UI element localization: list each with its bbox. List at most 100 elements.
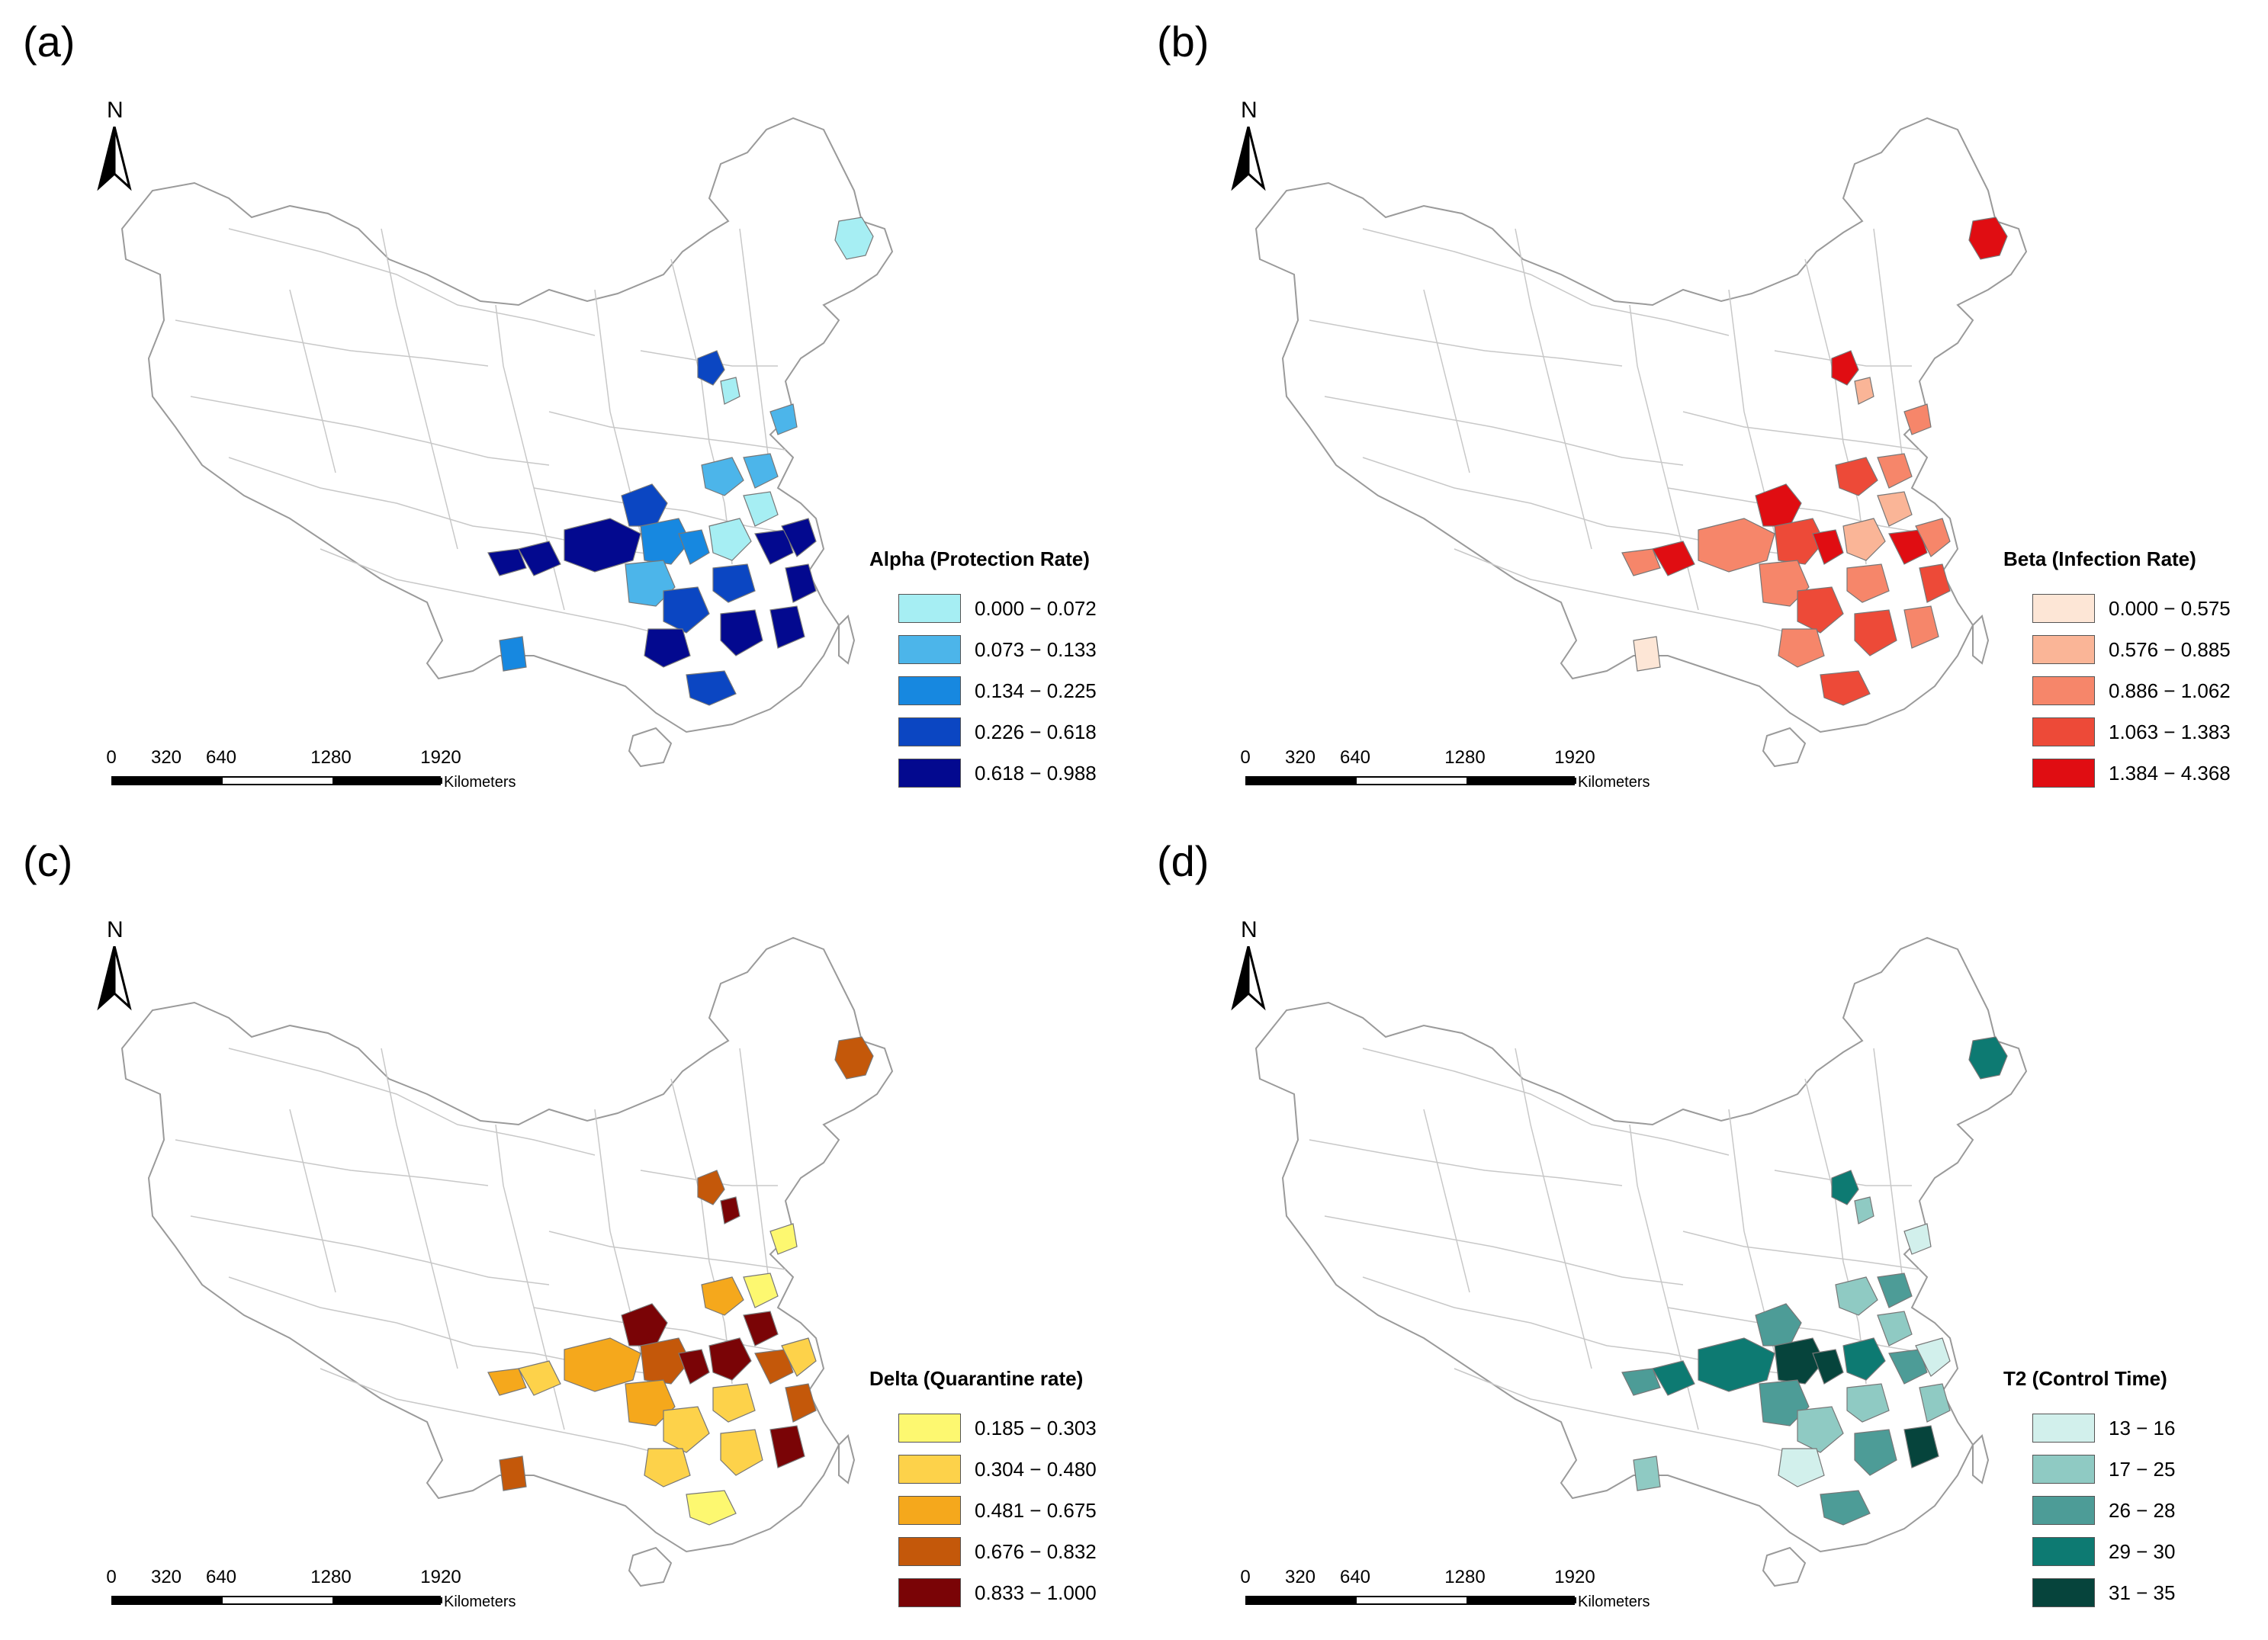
region-chongqing	[518, 1360, 561, 1396]
legend-entry: 0.618 − 0.988	[869, 753, 1129, 794]
china-map	[1254, 117, 2028, 768]
scale-segment	[113, 1597, 223, 1603]
map-panel-3: (d) N T2 (Control Time) 13 − 16 17 − 25 26 − …	[1134, 820, 2268, 1639]
region-zhejiang	[781, 1337, 817, 1377]
scale-tick-label: 1920	[420, 747, 461, 768]
admin-boundary	[1804, 258, 1867, 565]
admin-boundary	[1873, 228, 1905, 473]
legend-swatch	[2032, 594, 2095, 623]
country-outline	[120, 117, 894, 733]
scale-tick-label: 1920	[1554, 747, 1595, 768]
legend-label: 0.185 − 0.303	[975, 1416, 1097, 1439]
country-outline	[1254, 936, 2028, 1553]
scale-tick-label: 320	[1284, 747, 1316, 768]
legend-swatch	[2032, 1578, 2095, 1607]
panel-label: (b)	[1157, 18, 1209, 66]
legend-label: 1.063 − 1.383	[2109, 720, 2231, 743]
legend-swatch	[898, 1578, 961, 1607]
hainan-island	[1762, 727, 1807, 768]
legend-label: 1.384 − 4.368	[2109, 761, 2231, 785]
region-heilongjiang-north	[834, 1036, 874, 1080]
region-anhui-south	[1888, 1349, 1928, 1385]
legend-entry: 0.226 − 0.618	[869, 711, 1129, 753]
legend-swatch	[2032, 635, 2095, 664]
region-hunan-central	[663, 586, 710, 634]
legend-label: 0.481 − 0.675	[975, 1498, 1097, 1522]
scale-tick-label: 640	[205, 747, 237, 768]
legend-entry: 29 − 30	[2003, 1531, 2263, 1572]
legend-swatch	[2032, 717, 2095, 746]
panel-label: (a)	[23, 18, 75, 66]
scale-segment	[332, 1597, 442, 1603]
legend-swatch	[898, 594, 961, 623]
admin-boundary	[548, 411, 786, 451]
region-sichuan-east	[1621, 548, 1661, 576]
region-hubei-west	[564, 518, 641, 573]
region-chongqing	[1652, 541, 1695, 576]
region-jiangsu	[743, 1273, 779, 1308]
north-label: N	[1241, 917, 1258, 942]
legend-entry: 0.000 − 0.072	[869, 588, 1129, 629]
region-fujian	[1903, 605, 1939, 649]
region-anhui-central	[1877, 1311, 1913, 1346]
scale-segment	[1357, 1597, 1466, 1603]
admin-boundary	[1362, 1048, 1730, 1156]
region-guangdong	[686, 670, 737, 706]
region-hubei-central	[1774, 1337, 1825, 1385]
region-zhejiang-south	[1919, 1383, 1951, 1423]
legend-entry: 0.134 − 0.225	[869, 670, 1129, 711]
legend: Alpha (Protection Rate) 0.000 − 0.072 0.07…	[869, 547, 1129, 794]
scale-tick-label: 1280	[1444, 1567, 1486, 1587]
admin-boundary	[1682, 1231, 1920, 1270]
scale-segment	[332, 778, 442, 784]
region-anhui-central	[743, 491, 779, 527]
admin-boundary	[1423, 289, 1470, 473]
region-hubei-east	[708, 1337, 752, 1381]
region-shandong-coast	[1903, 403, 1932, 435]
legend-entry: 0.073 − 0.133	[869, 629, 1129, 670]
region-guangdong	[1820, 670, 1871, 706]
region-henan-west	[1755, 483, 1802, 527]
region-jiangxi-south	[720, 1429, 763, 1476]
region-chongqing	[1652, 1360, 1695, 1396]
legend-title: Alpha (Protection Rate)	[869, 547, 1090, 570]
admin-boundary	[320, 1368, 687, 1461]
legend-entry: 31 − 35	[2003, 1572, 2263, 1613]
taiwan-island	[838, 1434, 856, 1484]
hainan-island	[1762, 1546, 1807, 1587]
legend-entry: 0.304 − 0.480	[869, 1449, 1129, 1490]
hainan-island	[628, 1546, 673, 1587]
region-yunnan	[1633, 636, 1661, 672]
scale-unit-label: Kilometers	[1578, 1593, 1650, 1610]
region-sichuan-east	[1621, 1368, 1661, 1396]
admin-boundary	[548, 1231, 786, 1270]
region-wuhan	[678, 529, 710, 565]
scale-tick-label: 640	[1339, 1567, 1371, 1587]
legend-entry: 0.481 − 0.675	[869, 1490, 1129, 1531]
china-map	[120, 117, 894, 768]
region-hubei-east	[1842, 518, 1886, 561]
scale-bar-graphic	[111, 776, 442, 785]
admin-boundary	[381, 228, 458, 550]
scale-tick-label: 1920	[420, 1567, 461, 1587]
scale-tick-label: 320	[150, 747, 182, 768]
region-heilongjiang-north	[1968, 217, 2008, 260]
region-beijing-region	[1831, 1170, 1859, 1205]
region-hunan-central	[663, 1406, 710, 1453]
region-fujian	[769, 605, 805, 649]
admin-boundary	[228, 1048, 596, 1156]
region-beijing-region	[1831, 350, 1859, 386]
china-map	[1254, 936, 2028, 1587]
legend-entry: 0.833 − 1.000	[869, 1572, 1129, 1613]
map-panel-0: (a) N Alpha (Protection Rate) 0.000 − 0.072…	[0, 0, 1134, 820]
scale-unit-label: Kilometers	[1578, 774, 1650, 791]
region-anhui-north	[1835, 1276, 1878, 1316]
region-heilongjiang-north	[1968, 1036, 2008, 1080]
legend-swatch	[898, 676, 961, 705]
region-jiangxi-north	[1846, 1383, 1890, 1423]
admin-boundary	[739, 228, 771, 473]
region-heilongjiang-north	[834, 217, 874, 260]
north-arrow-icon: N	[96, 98, 142, 191]
admin-boundary	[1873, 1048, 1905, 1293]
region-yunnan	[1633, 1455, 1661, 1491]
